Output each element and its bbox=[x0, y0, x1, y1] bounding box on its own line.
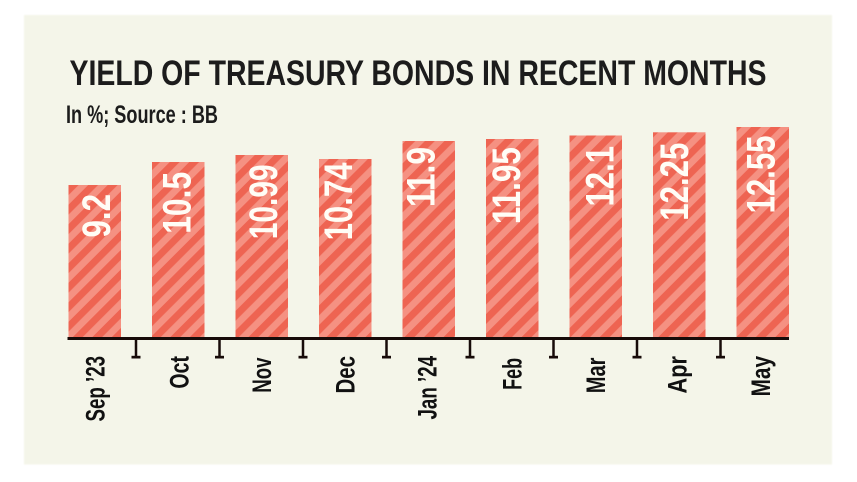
svg-text:Sep ’23: Sep ’23 bbox=[80, 356, 110, 422]
svg-text:Mar: Mar bbox=[581, 357, 611, 393]
svg-text:12.1: 12.1 bbox=[578, 146, 622, 207]
svg-text:Nov: Nov bbox=[247, 358, 277, 393]
svg-text:10.5: 10.5 bbox=[156, 172, 200, 234]
svg-text:Dec: Dec bbox=[330, 356, 360, 394]
svg-text:Feb: Feb bbox=[498, 358, 528, 390]
svg-text:Jan ’24: Jan ’24 bbox=[412, 356, 442, 420]
svg-text:12.55: 12.55 bbox=[739, 136, 783, 214]
svg-text:In %; Source : BB: In %; Source : BB bbox=[66, 101, 218, 129]
svg-text:12.25: 12.25 bbox=[653, 143, 697, 221]
svg-text:10.74: 10.74 bbox=[317, 162, 361, 241]
svg-text:Apr: Apr bbox=[662, 356, 692, 394]
svg-text:10.99: 10.99 bbox=[242, 164, 286, 239]
svg-text:May: May bbox=[746, 356, 776, 396]
svg-text:YIELD OF TREASURY BONDS IN REC: YIELD OF TREASURY BONDS IN RECENT MONTHS bbox=[70, 54, 767, 93]
svg-text:11.95: 11.95 bbox=[485, 147, 529, 224]
svg-text:9.2: 9.2 bbox=[75, 194, 119, 238]
svg-text:11.9: 11.9 bbox=[399, 147, 443, 207]
svg-text:Oct: Oct bbox=[164, 356, 194, 389]
